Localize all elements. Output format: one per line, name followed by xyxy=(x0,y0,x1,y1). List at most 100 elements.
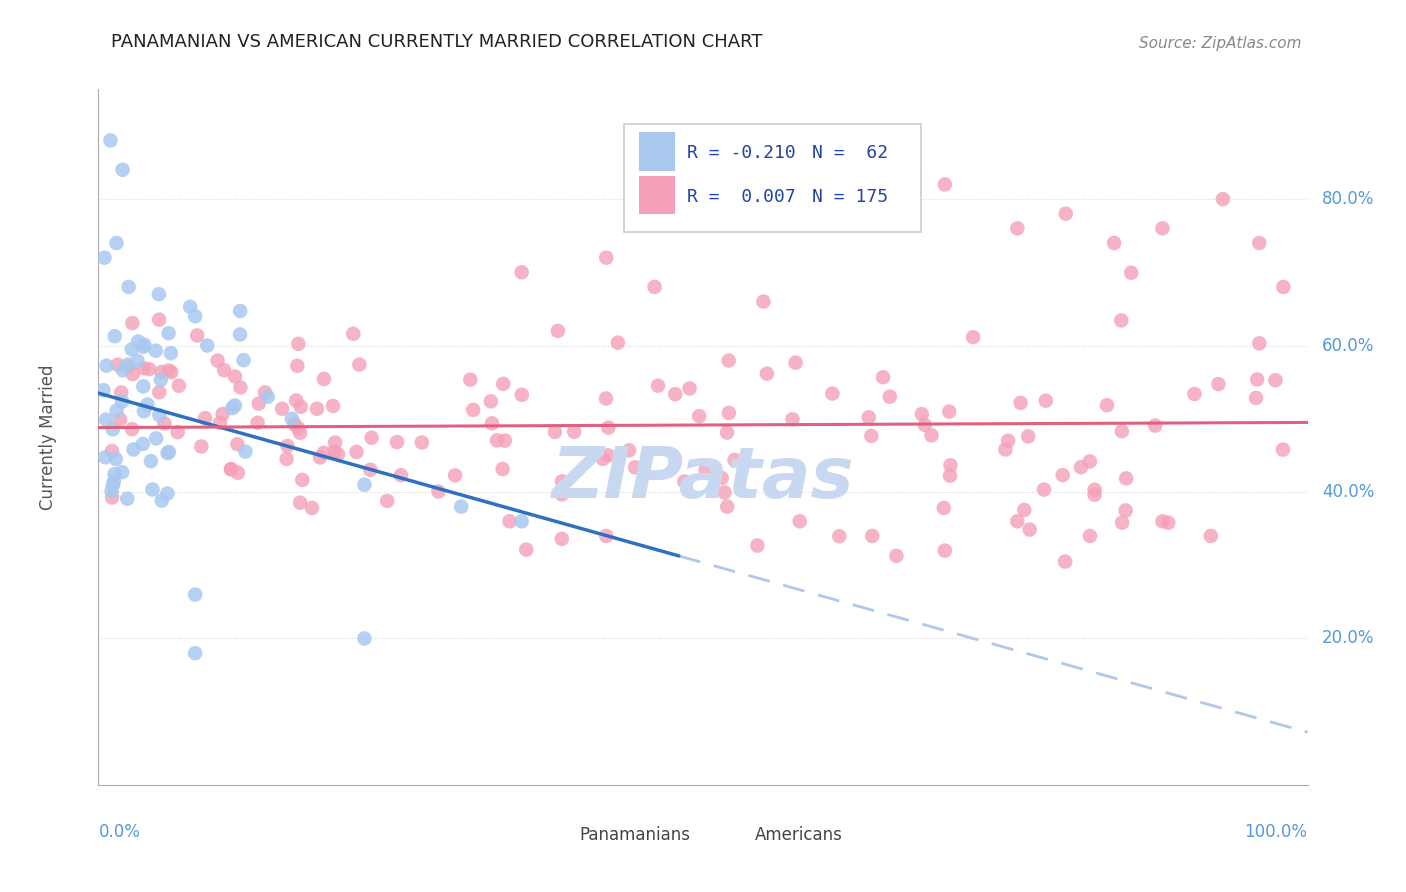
Point xyxy=(256,390,278,404)
Point xyxy=(1007,221,1029,235)
Point xyxy=(276,439,298,453)
Point xyxy=(229,304,252,318)
Point xyxy=(1121,266,1143,280)
Point xyxy=(153,417,176,431)
Text: Currently Married: Currently Married xyxy=(38,364,56,510)
Point xyxy=(271,401,294,416)
Text: 20.0%: 20.0% xyxy=(1322,630,1375,648)
Point xyxy=(997,434,1019,448)
Point xyxy=(934,178,956,192)
Point xyxy=(752,294,775,309)
Point xyxy=(93,383,115,397)
Point xyxy=(1010,396,1032,410)
Point xyxy=(939,458,962,473)
Point xyxy=(360,431,382,445)
Point xyxy=(994,442,1017,457)
Point xyxy=(716,425,738,440)
Point xyxy=(510,265,533,279)
Point xyxy=(1272,280,1295,294)
Point xyxy=(104,329,127,343)
Point xyxy=(494,434,516,448)
Point xyxy=(100,484,122,499)
Point xyxy=(595,251,617,265)
Point xyxy=(1078,454,1101,468)
Point xyxy=(195,338,218,352)
Point xyxy=(101,478,124,492)
Point xyxy=(211,407,233,421)
Text: 40.0%: 40.0% xyxy=(1322,483,1375,501)
Text: 80.0%: 80.0% xyxy=(1322,190,1375,208)
Point xyxy=(288,496,311,510)
Bar xyxy=(721,822,748,847)
Point xyxy=(463,402,485,417)
Point xyxy=(1083,488,1105,502)
Point xyxy=(1109,313,1132,327)
Point xyxy=(1014,503,1036,517)
Point xyxy=(1054,555,1077,569)
Point xyxy=(1111,516,1133,530)
Point xyxy=(104,452,127,467)
Point xyxy=(353,477,375,491)
Point xyxy=(157,326,180,341)
Point xyxy=(782,412,804,426)
Point xyxy=(134,337,156,351)
Point xyxy=(136,398,159,412)
Point xyxy=(283,417,305,432)
Point xyxy=(246,416,269,430)
Point xyxy=(1157,516,1180,530)
Point xyxy=(101,422,124,436)
Point xyxy=(148,409,170,423)
Point xyxy=(150,365,173,379)
Text: ZIPatas: ZIPatas xyxy=(551,444,855,513)
Point xyxy=(309,450,332,465)
Text: R =  0.007: R = 0.007 xyxy=(688,188,796,206)
Point xyxy=(326,447,349,461)
Point xyxy=(860,162,883,177)
Point xyxy=(121,316,143,330)
Point xyxy=(132,361,155,376)
Point xyxy=(226,437,249,451)
Text: N =  62: N = 62 xyxy=(811,145,889,162)
Point xyxy=(962,330,984,344)
Point xyxy=(159,346,181,360)
Point xyxy=(207,353,229,368)
Point xyxy=(111,162,134,177)
Point xyxy=(450,500,472,514)
Point xyxy=(551,532,574,546)
Point xyxy=(747,539,769,553)
Text: N = 175: N = 175 xyxy=(811,188,889,206)
Point xyxy=(145,431,167,445)
Point xyxy=(93,251,115,265)
Point xyxy=(828,529,851,543)
Point xyxy=(673,475,696,489)
Point xyxy=(127,334,149,349)
FancyBboxPatch shape xyxy=(624,124,921,232)
Point xyxy=(121,343,143,357)
Point xyxy=(122,442,145,457)
Point xyxy=(103,467,125,482)
Point xyxy=(219,462,242,476)
Point xyxy=(932,500,955,515)
Point xyxy=(117,359,139,374)
Point xyxy=(108,412,131,426)
Point xyxy=(148,287,170,301)
Point xyxy=(184,588,207,602)
Point xyxy=(485,434,508,448)
Point xyxy=(212,363,235,377)
Point xyxy=(596,448,619,462)
Point xyxy=(498,514,520,528)
Point xyxy=(101,444,124,458)
Point xyxy=(224,399,246,413)
Point xyxy=(305,401,328,416)
Point xyxy=(150,493,173,508)
Point xyxy=(860,429,883,443)
Point xyxy=(1184,387,1206,401)
Bar xyxy=(638,132,675,170)
Point xyxy=(860,529,883,543)
Point xyxy=(221,401,243,415)
Point xyxy=(1115,471,1137,485)
Point xyxy=(879,390,901,404)
Point xyxy=(301,500,323,515)
Point xyxy=(479,394,502,409)
Text: 0.0%: 0.0% xyxy=(98,823,141,841)
